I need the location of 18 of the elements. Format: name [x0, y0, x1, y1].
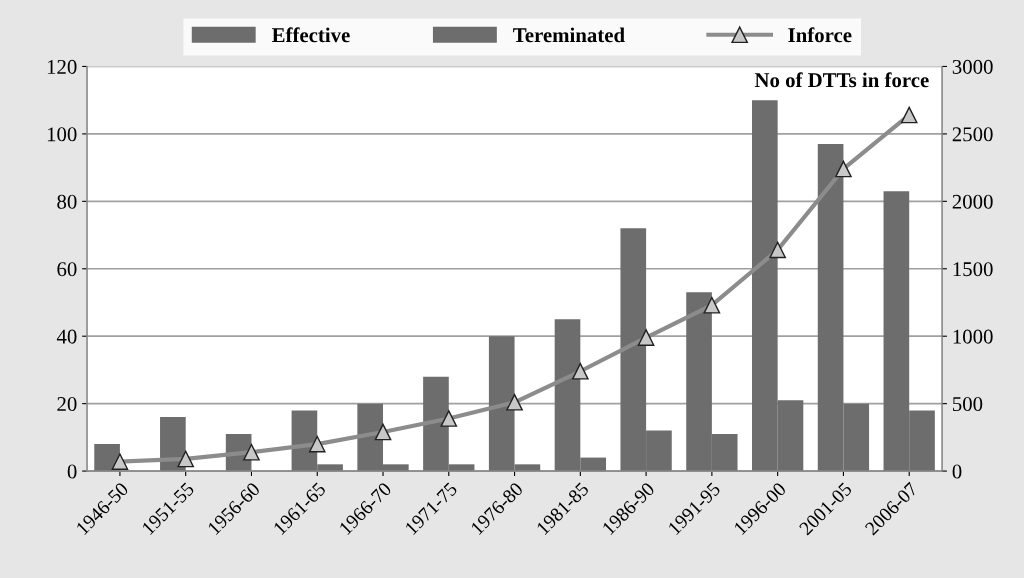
y-tick-label: 20	[57, 397, 77, 412]
y2-tick-label: 1500	[953, 262, 993, 277]
y2-tick-label: 0	[952, 464, 962, 479]
legend-label: Tereminated	[513, 27, 625, 43]
y2-tick-label: 1000	[953, 329, 993, 344]
legend-label: Effective	[271, 27, 350, 43]
y-tick-label: 120	[47, 59, 77, 74]
y-tick-label: 0	[67, 464, 77, 479]
y2-tick-label: 3000	[952, 59, 993, 74]
y-tick-label: 40	[56, 329, 77, 344]
annotation: No of DTTs in force	[754, 72, 929, 88]
y-tick-label: 80	[57, 194, 77, 209]
legend-label: Inforce	[788, 27, 852, 43]
y2-tick-label: 2500	[952, 127, 993, 142]
y2-tick-label: 2000	[952, 194, 993, 209]
y2-tick-label: 500	[953, 397, 983, 412]
y-tick-label: 60	[57, 262, 77, 277]
y-tick-label: 100	[47, 127, 77, 142]
